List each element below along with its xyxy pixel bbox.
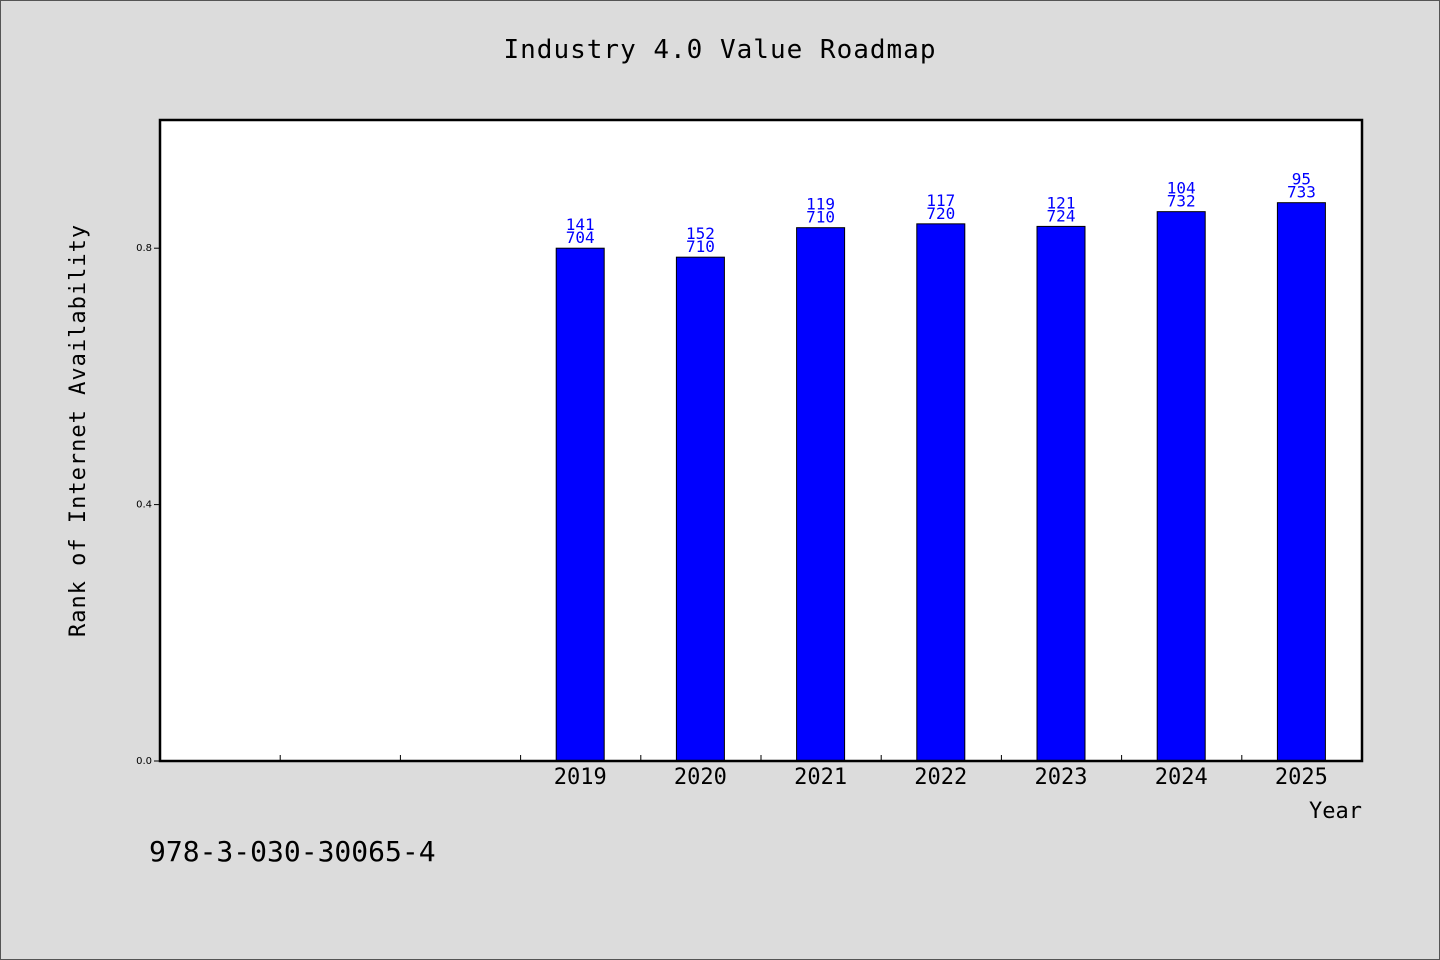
footer-identifier: 978-3-030-30065-4 [149,835,436,868]
bar-data-label: 141 [566,215,595,234]
x-tick-label: 2019 [554,765,607,790]
bar [1156,211,1206,762]
bar-data-label: 732 [1167,192,1196,211]
bar-data-label: 119 [806,195,835,214]
x-tick-label: 2020 [674,765,727,790]
bar-data-label: 95 [1292,170,1311,189]
bar [1036,225,1086,762]
x-tick-label: 2021 [794,765,847,790]
bar-data-label: 152 [686,224,715,243]
plot-frame [158,118,1364,763]
x-tick-label: 2023 [1035,765,1088,790]
bar-data-label: 710 [686,237,715,256]
bar-data-label: 704 [566,228,595,247]
bar-data-label: 117 [926,191,955,210]
bar-data-label: 724 [1047,206,1076,225]
bar-data-label: 104 [1167,179,1196,198]
y-tick-label: 0.4 [136,500,152,511]
x-tick-label: 2025 [1275,765,1328,790]
y-axis-label: Rank of Internet Availability [66,224,91,637]
bar-data-label: 733 [1287,183,1316,202]
bar-data-label: 710 [806,208,835,227]
bar [675,256,725,762]
y-tick-label: 0.8 [136,243,152,254]
x-tick-label: 2024 [1155,765,1208,790]
x-axis-label: Year [1309,799,1362,824]
bar [1276,202,1326,762]
bar [555,247,605,762]
y-tick-label: 0.0 [136,756,152,767]
chart-title: Industry 4.0 Value Roadmap [503,35,937,65]
bar-data-label: 121 [1047,193,1076,212]
bar [916,223,966,762]
bar [796,227,846,762]
bar-data-label: 720 [926,204,955,223]
x-tick-label: 2022 [914,765,967,790]
